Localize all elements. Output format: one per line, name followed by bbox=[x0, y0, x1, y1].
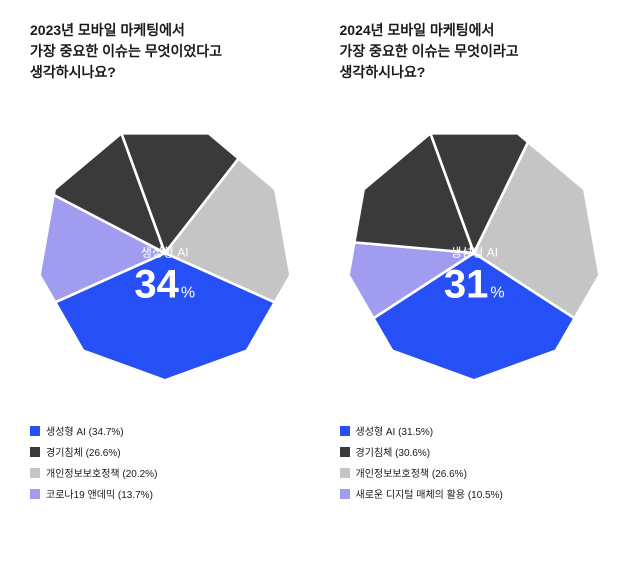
panel-2023: 2023년 모바일 마케팅에서 가장 중요한 이슈는 무엇이었다고 생각하시나요… bbox=[30, 20, 300, 556]
legend-swatch bbox=[30, 426, 40, 436]
legend-item: 생성형 AI (34.7%) bbox=[30, 423, 300, 438]
nonagon-pie-chart: 생성형 AI 31% bbox=[344, 123, 604, 383]
panel-2024: 2024년 모바일 마케팅에서 가장 중요한 이슈는 무엇이라고 생각하시나요?… bbox=[340, 20, 610, 556]
legend-swatch bbox=[30, 447, 40, 457]
legend-item: 경기침체 (26.6%) bbox=[30, 444, 300, 459]
legend-label: 경기침체 (26.6%) bbox=[46, 444, 121, 459]
legend-swatch bbox=[340, 447, 350, 457]
legend-swatch bbox=[30, 489, 40, 499]
legend-label: 코로나19 앤데믹 (13.7%) bbox=[46, 486, 153, 501]
legend-label: 개인정보보호정책 (20.2%) bbox=[46, 465, 157, 480]
legend-swatch bbox=[340, 489, 350, 499]
chart-svg bbox=[344, 123, 604, 383]
nonagon-pie-chart: 생성형 AI 34% bbox=[35, 123, 295, 383]
legend-item: 경기침체 (30.6%) bbox=[340, 444, 610, 459]
legend-label: 개인정보보호정책 (26.6%) bbox=[356, 465, 467, 480]
legend-label: 생성형 AI (34.7%) bbox=[46, 423, 124, 438]
legend-swatch bbox=[340, 426, 350, 436]
legend-label: 생성형 AI (31.5%) bbox=[356, 423, 434, 438]
legend-item: 코로나19 앤데믹 (13.7%) bbox=[30, 486, 300, 501]
panel-title: 2024년 모바일 마케팅에서 가장 중요한 이슈는 무엇이라고 생각하시나요? bbox=[340, 20, 610, 83]
legend-label: 경기침체 (30.6%) bbox=[356, 444, 431, 459]
legend-swatch bbox=[340, 468, 350, 478]
legend-item: 새로운 디지털 매체의 활용 (10.5%) bbox=[340, 486, 610, 501]
legend-item: 개인정보보호정책 (26.6%) bbox=[340, 465, 610, 480]
legend-item: 개인정보보호정책 (20.2%) bbox=[30, 465, 300, 480]
chart-svg bbox=[35, 123, 295, 383]
panel-title: 2023년 모바일 마케팅에서 가장 중요한 이슈는 무엇이었다고 생각하시나요… bbox=[30, 20, 300, 83]
legend-swatch bbox=[30, 468, 40, 478]
legend-label: 새로운 디지털 매체의 활용 (10.5%) bbox=[356, 486, 503, 501]
legend: 생성형 AI (34.7%) 경기침체 (26.6%) 개인정보보호정책 (20.2… bbox=[30, 423, 300, 501]
legend: 생성형 AI (31.5%) 경기침체 (30.6%) 개인정보보호정책 (26.6… bbox=[340, 423, 610, 501]
legend-item: 생성형 AI (31.5%) bbox=[340, 423, 610, 438]
